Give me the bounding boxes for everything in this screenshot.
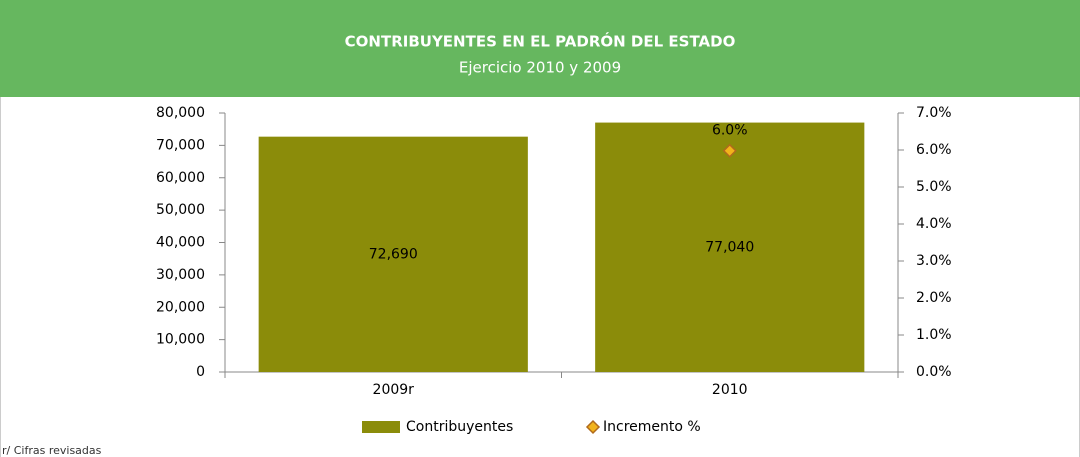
y-tick-label: 80,000 (156, 105, 205, 121)
marker (722, 143, 737, 158)
y2-tick-label: 0.0% (916, 364, 952, 380)
y2-tick-label: 6.0% (916, 142, 952, 158)
data-label: 77,040 (705, 239, 754, 255)
data-label: 6.0% (712, 123, 748, 139)
bar (595, 122, 865, 372)
legend-label: Contribuyentes (406, 419, 513, 435)
y-tick-label: 40,000 (156, 235, 205, 251)
legend-swatch (362, 421, 400, 433)
x-tick-label: 2009r (373, 382, 415, 398)
y-tick-label: 70,000 (156, 137, 205, 153)
x-tick-label: 2010 (712, 382, 748, 398)
footnote: r/ Cifras revisadas (2, 444, 102, 457)
header-band (0, 0, 1080, 97)
y-tick-label: 30,000 (156, 267, 205, 283)
chart-title: CONTRIBUYENTES EN EL PADRÓN DEL ESTADO (345, 32, 736, 51)
y-tick-label: 20,000 (156, 299, 205, 315)
y-tick-label: 10,000 (156, 332, 205, 348)
y2-tick-label: 5.0% (916, 179, 952, 195)
y-tick-label: 60,000 (156, 170, 205, 186)
y2-tick-label: 1.0% (916, 327, 952, 343)
y-tick-label: 50,000 (156, 202, 205, 218)
legend-label: Incremento % (603, 419, 701, 435)
y2-tick-label: 3.0% (916, 253, 952, 269)
y2-tick-label: 4.0% (916, 216, 952, 232)
y-tick-label: 0 (196, 364, 205, 380)
bar (258, 136, 528, 372)
chart-subtitle: Ejercicio 2010 y 2009 (459, 59, 621, 77)
y2-tick-label: 2.0% (916, 290, 952, 306)
legend-marker (585, 419, 601, 435)
y2-tick-label: 7.0% (916, 105, 952, 121)
data-label: 72,690 (369, 246, 418, 262)
